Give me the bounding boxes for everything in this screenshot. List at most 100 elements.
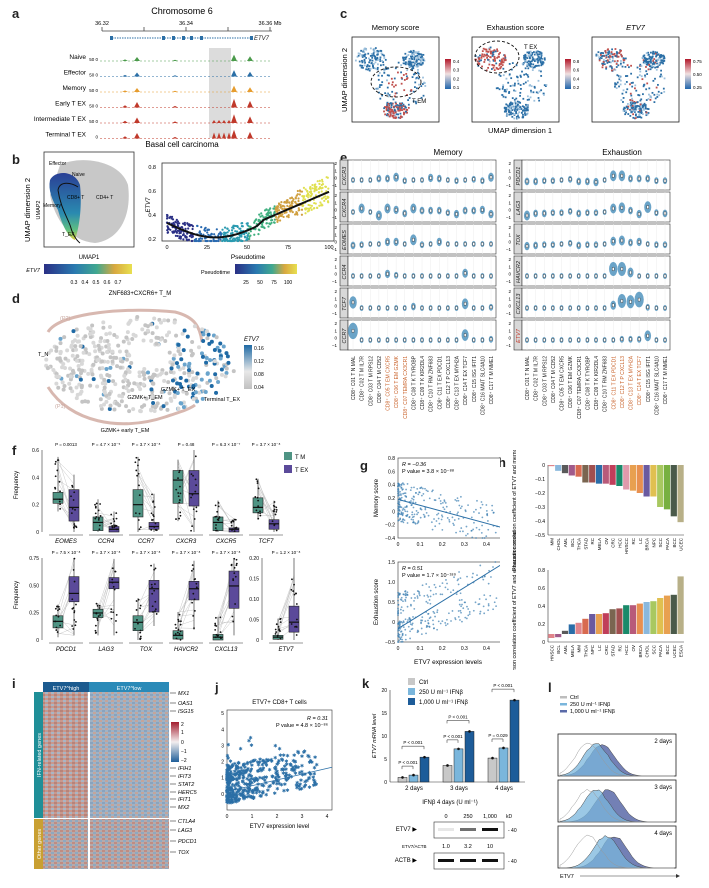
g-point (431, 528, 434, 531)
j-point: ✱ (247, 786, 251, 792)
j-point: ✱ (314, 782, 318, 788)
j-point: ✱ (261, 766, 265, 772)
g-point (426, 490, 429, 493)
f-point (54, 463, 57, 465)
f-point (272, 510, 275, 512)
j-point: ✱ (248, 773, 252, 779)
e-violin-box (360, 306, 363, 310)
c-umap-cell (378, 91, 380, 94)
d-cell (175, 381, 180, 386)
d-cell (156, 335, 161, 340)
g-point (435, 592, 437, 595)
j-point: ✱ (258, 757, 262, 763)
j-point: ✱ (283, 782, 287, 788)
f-pvalue: P = 3.7 × 10⁻⁸ (172, 550, 201, 555)
g-y-tick: 0 (392, 509, 395, 515)
j-point: ✱ (230, 782, 234, 788)
g-point (427, 622, 430, 624)
c-umap-cell (519, 106, 522, 108)
e-violin-box (438, 208, 441, 213)
track-label: Intermediate T EX (34, 116, 87, 123)
c-umap-cell (652, 60, 655, 62)
e-violin-box (438, 338, 441, 342)
c-umap-cell (516, 109, 518, 111)
j-point: ✱ (245, 768, 249, 774)
c-umap-cell (620, 62, 622, 65)
e-violin-box (663, 242, 667, 247)
track-peak (122, 59, 128, 61)
f-pvalue: P = 0.48 (178, 442, 195, 447)
f-pvalue: P = 1.2 × 10⁻⁸ (272, 550, 301, 555)
j-point: ✱ (307, 776, 311, 782)
g-point (411, 622, 414, 625)
f-point (71, 484, 74, 487)
c-umap-cell (501, 64, 504, 66)
c-umap-cell (631, 97, 633, 100)
f-point (275, 631, 278, 633)
j-point: ✱ (226, 763, 230, 769)
c-umap-cell (651, 56, 654, 59)
c-umap-cell (653, 58, 656, 60)
c-umap-cell (411, 68, 414, 71)
j-point: ✱ (261, 784, 265, 790)
c-umap-cell (423, 81, 425, 84)
j-point: ✱ (253, 778, 257, 784)
path-p2-label: (P2) (60, 316, 71, 322)
c-umap-cell (371, 64, 374, 66)
panel-label-b: b (12, 152, 20, 167)
f-point (195, 484, 197, 487)
f-box (288, 605, 300, 633)
j-point: ✱ (289, 774, 293, 780)
j-point: ✱ (225, 794, 229, 800)
g-point (400, 640, 403, 643)
c-umap-cell (498, 63, 501, 65)
c-umap-cell (543, 93, 545, 96)
c-umap-cell (399, 112, 402, 115)
f-point (58, 498, 61, 501)
f-point (136, 619, 138, 621)
f-point (137, 472, 140, 475)
c-umap-cell (502, 95, 505, 98)
g-point (410, 504, 413, 506)
d-cell (178, 352, 183, 357)
c-umap-cell (505, 106, 508, 109)
c-umap-cell (402, 74, 405, 76)
f-point (111, 526, 114, 529)
j-point: ✱ (312, 766, 316, 772)
f-point (150, 564, 152, 567)
pseudotime-point (291, 202, 294, 205)
heatmap-gene-label: MX2 (178, 805, 189, 811)
pseudotime-point (263, 226, 266, 230)
g-point (434, 615, 436, 618)
c-umap-cell (390, 106, 393, 109)
c-umap-cell (630, 72, 633, 75)
c-umap-cell (599, 56, 601, 59)
c-umap-cell (384, 58, 387, 61)
f-point (139, 635, 142, 638)
c-umap-cell (388, 107, 391, 110)
f-point (73, 580, 76, 583)
d-cell (205, 329, 210, 334)
j-point: ✱ (228, 792, 232, 798)
g-point (438, 522, 441, 525)
j-point: ✱ (284, 759, 288, 765)
c-cbar-tick: 0.25 (693, 85, 702, 90)
c-umap-cell (501, 60, 504, 63)
c-umap-cell (516, 103, 519, 106)
c-umap-cell (629, 99, 632, 101)
f-pair-line (257, 486, 275, 518)
e-gene-label: CXCL13 (516, 293, 522, 315)
track-peak (231, 54, 237, 61)
j-point: ✱ (225, 767, 229, 773)
c-umap-cell (647, 97, 650, 100)
pseudotime-point (179, 237, 182, 240)
j-point: ✱ (237, 776, 241, 782)
c-umap-cell (634, 105, 637, 107)
track-peak (231, 129, 237, 139)
e-cluster-label: CD8⁺ C01 T N MAL (351, 356, 357, 400)
d-cell (170, 386, 175, 391)
f-y-tick: 0.05 (249, 618, 259, 624)
g-point (402, 626, 405, 629)
f-point (116, 528, 118, 531)
pseudotime-point (257, 219, 260, 222)
